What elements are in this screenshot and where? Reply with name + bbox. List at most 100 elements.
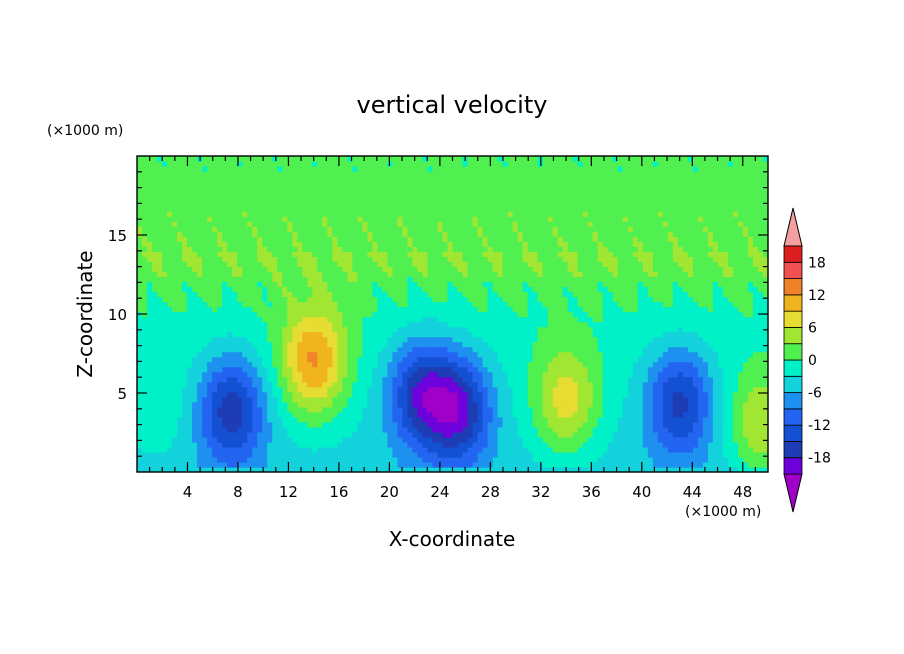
field-cell bbox=[492, 361, 499, 368]
field-cell bbox=[667, 301, 674, 308]
field-cell bbox=[177, 291, 183, 298]
field-cell bbox=[632, 406, 639, 413]
field-cell bbox=[392, 356, 399, 363]
field-cell bbox=[627, 461, 634, 468]
field-cell bbox=[507, 436, 514, 443]
field-cell bbox=[662, 306, 669, 313]
field-cell bbox=[517, 316, 524, 323]
field-cell bbox=[492, 356, 499, 363]
field-cell bbox=[222, 431, 228, 438]
field-cell bbox=[657, 461, 664, 468]
field-cell bbox=[492, 396, 499, 403]
field-cell bbox=[562, 451, 569, 458]
field-cell bbox=[202, 356, 208, 363]
field-cell bbox=[702, 406, 709, 413]
field-cell bbox=[452, 356, 459, 363]
field-cell bbox=[237, 301, 243, 308]
field-cell bbox=[687, 296, 694, 303]
field-cell bbox=[357, 441, 363, 448]
field-cell bbox=[152, 381, 158, 388]
field-cell bbox=[157, 426, 163, 433]
field-cell bbox=[602, 431, 609, 438]
field-cell bbox=[202, 281, 208, 288]
field-cell bbox=[152, 306, 158, 313]
field-cell bbox=[237, 311, 243, 318]
field-cell bbox=[232, 411, 238, 418]
field-cell bbox=[327, 306, 333, 313]
field-cell bbox=[182, 426, 188, 433]
field-cell bbox=[567, 286, 574, 293]
field-cell bbox=[157, 456, 163, 463]
field-cell bbox=[412, 396, 419, 403]
field-cell bbox=[232, 336, 238, 343]
field-cell bbox=[177, 401, 183, 408]
field-cell bbox=[512, 361, 519, 368]
field-cell bbox=[552, 431, 559, 438]
field-cell bbox=[617, 396, 624, 403]
field-cell bbox=[217, 366, 223, 373]
field-cell bbox=[557, 461, 564, 468]
field-cell bbox=[157, 461, 163, 468]
field-cell bbox=[287, 391, 293, 398]
field-cell bbox=[367, 301, 373, 308]
field-cell bbox=[157, 326, 163, 333]
field-cell bbox=[382, 306, 388, 313]
field-cell bbox=[642, 296, 649, 303]
field-cell bbox=[147, 286, 153, 293]
field-cell bbox=[722, 346, 729, 353]
field-cell bbox=[717, 411, 724, 418]
field-cell bbox=[702, 336, 709, 343]
field-cell bbox=[372, 406, 378, 413]
field-cell bbox=[212, 446, 218, 453]
field-cell bbox=[157, 411, 163, 418]
field-cell bbox=[307, 386, 313, 393]
field-cell bbox=[392, 441, 399, 448]
field-cell bbox=[722, 411, 729, 418]
field-cell bbox=[677, 291, 684, 298]
field-cell bbox=[292, 346, 298, 353]
field-cell bbox=[712, 316, 719, 323]
field-cell bbox=[732, 406, 739, 413]
field-cell bbox=[317, 321, 323, 328]
field-cell bbox=[607, 301, 614, 308]
field-cell bbox=[322, 406, 328, 413]
field-cell bbox=[167, 421, 173, 428]
field-cell bbox=[487, 341, 494, 348]
field-cell bbox=[207, 271, 213, 277]
field-cell bbox=[437, 411, 444, 418]
field-cell bbox=[652, 326, 659, 333]
field-cell bbox=[527, 306, 534, 313]
field-cell bbox=[432, 386, 439, 393]
field-cell bbox=[677, 396, 684, 403]
field-cell bbox=[557, 366, 564, 373]
field-cell bbox=[492, 461, 499, 468]
field-cell bbox=[177, 461, 183, 468]
field-cell bbox=[332, 391, 338, 398]
field-cell bbox=[207, 296, 213, 303]
field-cell bbox=[317, 431, 323, 438]
field-cell bbox=[422, 461, 429, 468]
field-cell bbox=[557, 326, 564, 333]
field-cell bbox=[422, 421, 429, 428]
field-cell bbox=[152, 426, 158, 433]
field-cell bbox=[652, 286, 659, 293]
field-cell bbox=[712, 426, 719, 433]
field-cell bbox=[347, 356, 353, 363]
field-cell bbox=[277, 316, 283, 323]
field-cell bbox=[317, 276, 323, 282]
field-cell bbox=[697, 421, 704, 428]
field-cell bbox=[732, 331, 739, 338]
field-cell bbox=[212, 316, 218, 323]
field-cell bbox=[677, 406, 684, 413]
field-cell bbox=[352, 331, 358, 338]
field-cell bbox=[597, 296, 604, 303]
field-cell bbox=[432, 406, 439, 413]
field-cell bbox=[687, 386, 694, 393]
field-cell bbox=[492, 296, 499, 303]
field-cell bbox=[402, 366, 409, 373]
field-cell bbox=[442, 296, 449, 303]
field-cell bbox=[477, 366, 484, 373]
field-cell bbox=[172, 396, 178, 403]
field-cell bbox=[152, 391, 158, 398]
field-cell bbox=[752, 416, 759, 423]
